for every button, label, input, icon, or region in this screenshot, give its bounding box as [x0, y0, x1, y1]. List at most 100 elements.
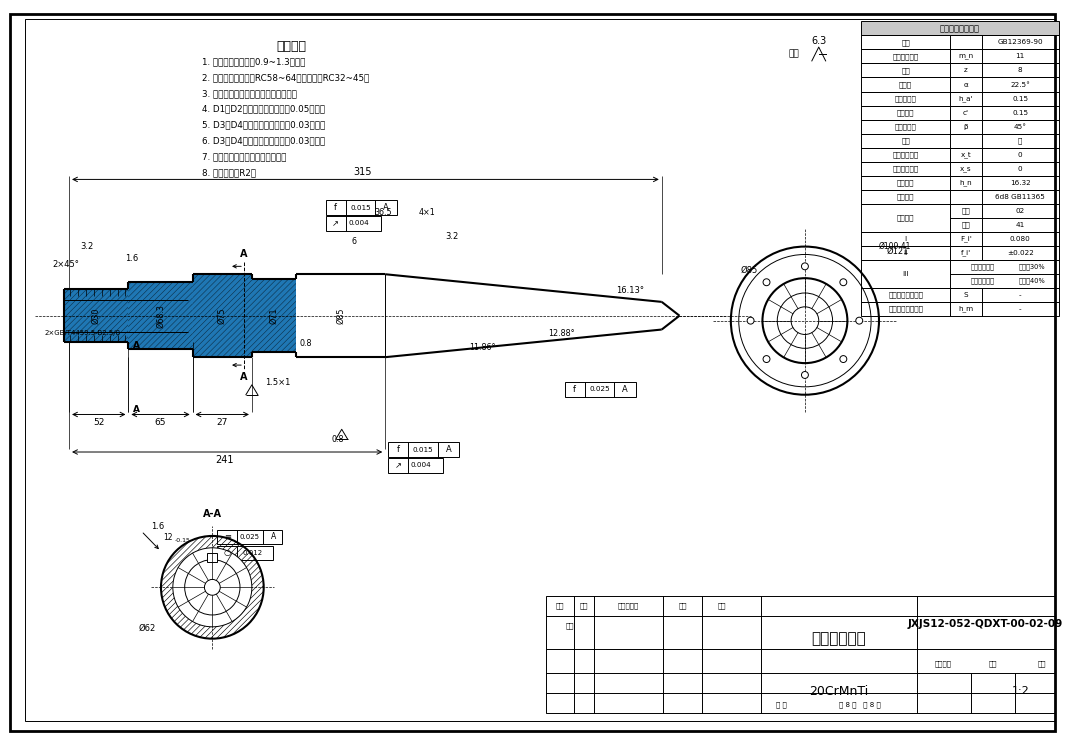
Bar — [861, 246, 1059, 260]
Bar — [861, 106, 1059, 119]
Text: Ø30: Ø30 — [92, 308, 101, 324]
Text: f: f — [334, 203, 337, 212]
Text: F_i': F_i' — [960, 235, 972, 242]
Text: 其余: 其余 — [789, 49, 800, 59]
Bar — [861, 63, 1059, 77]
Circle shape — [172, 548, 252, 627]
Text: z: z — [964, 68, 968, 74]
Text: 241: 241 — [216, 455, 234, 465]
Text: 4. D1与D2的不同心摆差不大于0.05毫米。: 4. D1与D2的不同心摆差不大于0.05毫米。 — [203, 105, 326, 114]
Bar — [861, 133, 1059, 148]
Bar — [547, 596, 1054, 713]
Text: Ø75: Ø75 — [218, 308, 226, 324]
Text: 齿顶高系数: 齿顶高系数 — [895, 95, 916, 102]
Text: 27: 27 — [217, 418, 227, 427]
Text: 处量: 处量 — [580, 603, 588, 609]
Text: 日期: 日期 — [718, 603, 727, 609]
Text: 12: 12 — [164, 533, 172, 542]
Bar — [861, 190, 1059, 203]
Text: 0.012: 0.012 — [243, 550, 263, 556]
Bar — [388, 442, 459, 457]
Text: A: A — [240, 250, 248, 259]
Text: 大端分度圆弦齿厚: 大端分度圆弦齿厚 — [888, 291, 923, 298]
Text: 65: 65 — [155, 418, 166, 427]
Bar — [861, 119, 1059, 133]
Text: 1.6: 1.6 — [125, 254, 138, 263]
Text: 主动锥齿轮参数表: 主动锥齿轮参数表 — [940, 24, 980, 33]
Bar — [326, 216, 382, 231]
Text: ±0.022: ±0.022 — [1007, 250, 1034, 256]
Text: 主动锥齿轮轴: 主动锥齿轮轴 — [812, 631, 867, 646]
Circle shape — [856, 317, 862, 324]
Bar — [861, 302, 1059, 316]
Text: 0.080: 0.080 — [1010, 235, 1031, 242]
Text: 1:2: 1:2 — [1011, 686, 1029, 696]
Text: 0.015: 0.015 — [350, 205, 371, 211]
Text: 45°: 45° — [1013, 124, 1026, 130]
Text: 技术要求: 技术要求 — [276, 39, 306, 53]
Bar — [861, 232, 1059, 246]
Text: I: I — [904, 235, 907, 242]
Text: 0.004: 0.004 — [348, 221, 369, 226]
Text: 16.32: 16.32 — [1010, 180, 1031, 186]
Text: f: f — [397, 445, 400, 454]
Circle shape — [763, 355, 770, 363]
Text: 图样标记: 图样标记 — [935, 660, 952, 667]
Text: 齿数: 齿数 — [901, 67, 910, 74]
Text: 更改文件名: 更改文件名 — [618, 603, 639, 609]
Text: 切向变位系数: 切向变位系数 — [893, 151, 918, 158]
Text: h_a': h_a' — [958, 95, 973, 102]
Text: 11: 11 — [1015, 54, 1025, 60]
Text: GB12369-90: GB12369-90 — [997, 39, 1044, 45]
Text: 22.5°: 22.5° — [1010, 81, 1031, 87]
Text: A-A: A-A — [203, 510, 222, 519]
Text: Ø62: Ø62 — [139, 624, 156, 633]
Text: 8. 未标注圆角R2。: 8. 未标注圆角R2。 — [203, 168, 257, 177]
Text: h_m: h_m — [958, 305, 973, 312]
Text: 标记: 标记 — [556, 603, 564, 609]
Circle shape — [840, 355, 847, 363]
Bar — [861, 288, 1059, 302]
Text: III: III — [902, 271, 909, 277]
Text: A: A — [240, 372, 248, 382]
Text: Ø68.3: Ø68.3 — [156, 304, 165, 328]
Text: 2. 淬火且火表面硬度RC58~64，心部硬度RC32~45。: 2. 淬火且火表面硬度RC58~64，心部硬度RC32~45。 — [203, 73, 370, 82]
Bar — [128, 282, 193, 349]
Text: 0.15: 0.15 — [1012, 95, 1028, 101]
Text: ↗: ↗ — [332, 219, 340, 228]
Bar — [861, 22, 1059, 36]
Text: 0.15: 0.15 — [1012, 110, 1028, 115]
Bar — [218, 546, 273, 559]
Text: 0: 0 — [1018, 165, 1023, 171]
Text: 20CrMnTi: 20CrMnTi — [810, 685, 869, 697]
Text: Ø109.41: Ø109.41 — [879, 242, 911, 251]
Bar — [861, 162, 1059, 176]
Text: 设计: 设计 — [566, 623, 575, 629]
Bar — [207, 553, 218, 562]
Text: 重量: 重量 — [989, 660, 997, 667]
Circle shape — [840, 279, 847, 285]
Bar — [861, 49, 1059, 63]
Circle shape — [801, 372, 808, 378]
Text: 11.86°: 11.86° — [469, 343, 495, 352]
Text: 8: 8 — [1018, 68, 1023, 74]
Text: Ø121: Ø121 — [887, 247, 909, 256]
Text: S: S — [964, 292, 968, 298]
Text: c': c' — [963, 110, 969, 115]
Text: x_t: x_t — [960, 151, 971, 158]
Text: A: A — [622, 384, 628, 394]
Text: 1.5×1: 1.5×1 — [265, 378, 290, 387]
Bar — [861, 36, 1059, 49]
Text: 6. D3与D4的不同心摆差不大于0.03毫米。: 6. D3与D4的不同心摆差不大于0.03毫米。 — [203, 136, 326, 145]
Text: 日 期: 日 期 — [776, 702, 787, 708]
Text: 不少于40%: 不少于40% — [1019, 278, 1045, 284]
Bar — [218, 530, 282, 544]
Bar — [565, 382, 636, 396]
Bar — [861, 148, 1059, 162]
Text: A: A — [271, 533, 276, 542]
Text: 大端端面模数: 大端端面模数 — [893, 53, 918, 60]
Bar — [861, 77, 1059, 92]
Text: 大端齿高: 大端齿高 — [897, 180, 914, 186]
Text: 52: 52 — [93, 418, 105, 427]
Text: 接触高接触率: 接触高接触率 — [970, 278, 995, 284]
